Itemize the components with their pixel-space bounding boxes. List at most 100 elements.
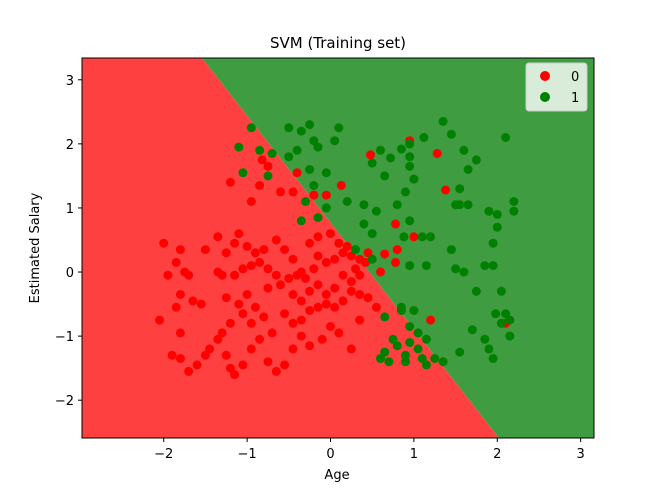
x-tick-label: 2 bbox=[493, 447, 501, 462]
y-tick-label: 2 bbox=[66, 138, 74, 153]
x-axis-ticks: −2 −1 0 1 2 3 bbox=[154, 438, 585, 462]
data-point-class-1 bbox=[309, 181, 319, 190]
data-point-class-1 bbox=[501, 309, 511, 319]
data-point-class-0 bbox=[200, 350, 210, 360]
data-point-class-1 bbox=[309, 136, 319, 146]
data-point-class-0 bbox=[361, 257, 370, 267]
y-tick-label: 1 bbox=[66, 202, 74, 217]
data-point-class-1 bbox=[471, 286, 481, 296]
data-point-class-0 bbox=[280, 360, 290, 370]
data-point-class-1 bbox=[438, 116, 448, 126]
data-point-class-1 bbox=[292, 145, 302, 155]
data-point-class-0 bbox=[355, 315, 365, 325]
data-point-class-1 bbox=[455, 347, 465, 357]
data-point-class-0 bbox=[159, 238, 169, 248]
data-point-class-1 bbox=[463, 165, 473, 174]
data-point-class-1 bbox=[421, 360, 431, 370]
data-point-class-0 bbox=[313, 280, 323, 290]
data-point-class-0 bbox=[255, 334, 265, 344]
data-point-class-0 bbox=[246, 261, 256, 271]
data-point-class-0 bbox=[336, 181, 346, 190]
data-point-class-1 bbox=[359, 219, 369, 229]
data-point-class-1 bbox=[234, 142, 244, 152]
x-tick-label: 0 bbox=[326, 447, 334, 462]
data-point-class-0 bbox=[280, 309, 290, 319]
data-point-class-0 bbox=[338, 248, 348, 258]
data-point-class-0 bbox=[242, 290, 252, 299]
data-point-class-1 bbox=[430, 354, 440, 363]
data-point-class-0 bbox=[366, 150, 375, 160]
data-point-class-0 bbox=[225, 318, 235, 328]
data-point-class-1 bbox=[367, 158, 377, 168]
data-point-class-0 bbox=[175, 328, 185, 338]
data-point-class-0 bbox=[321, 257, 331, 267]
data-point-class-0 bbox=[217, 328, 227, 338]
data-point-class-0 bbox=[321, 290, 331, 299]
data-point-class-1 bbox=[384, 357, 394, 367]
data-point-class-0 bbox=[392, 245, 402, 255]
data-point-class-0 bbox=[263, 264, 273, 274]
data-point-class-0 bbox=[242, 241, 252, 251]
data-point-class-1 bbox=[417, 232, 427, 242]
y-tick-label: −1 bbox=[55, 330, 74, 345]
data-point-class-0 bbox=[238, 264, 248, 274]
data-point-class-1 bbox=[263, 171, 273, 181]
data-point-class-1 bbox=[405, 139, 415, 149]
data-point-class-0 bbox=[246, 197, 256, 206]
data-point-class-0 bbox=[271, 235, 281, 245]
data-point-class-0 bbox=[380, 249, 390, 259]
data-point-class-0 bbox=[305, 306, 315, 315]
data-point-class-0 bbox=[250, 248, 260, 258]
data-point-class-0 bbox=[309, 264, 319, 274]
data-point-class-0 bbox=[391, 219, 400, 229]
data-point-class-1 bbox=[401, 357, 410, 367]
data-point-class-0 bbox=[184, 270, 194, 280]
data-point-class-0 bbox=[321, 299, 331, 309]
data-point-class-0 bbox=[276, 280, 285, 290]
data-point-class-1 bbox=[463, 200, 473, 210]
data-point-class-0 bbox=[263, 357, 273, 367]
data-point-class-1 bbox=[313, 213, 323, 223]
data-point-class-1 bbox=[284, 152, 294, 162]
data-point-class-1 bbox=[392, 200, 402, 210]
data-point-class-0 bbox=[346, 277, 356, 287]
data-point-class-0 bbox=[305, 238, 315, 248]
data-point-class-0 bbox=[175, 290, 185, 299]
data-point-class-1 bbox=[451, 264, 461, 274]
data-point-class-0 bbox=[257, 155, 267, 165]
data-point-class-0 bbox=[246, 344, 256, 354]
data-point-class-0 bbox=[326, 322, 335, 331]
data-point-class-0 bbox=[338, 270, 348, 280]
data-point-class-1 bbox=[376, 145, 385, 155]
data-point-class-0 bbox=[155, 315, 165, 325]
data-point-class-1 bbox=[467, 325, 477, 335]
x-axis-label: Age bbox=[324, 468, 349, 483]
data-point-class-1 bbox=[376, 354, 385, 363]
data-point-class-0 bbox=[225, 363, 235, 373]
data-point-class-1 bbox=[405, 216, 415, 226]
data-point-class-1 bbox=[417, 354, 427, 363]
data-point-class-0 bbox=[230, 370, 240, 380]
data-point-class-0 bbox=[426, 315, 436, 325]
y-tick-label: −2 bbox=[55, 394, 74, 409]
data-point-class-0 bbox=[284, 273, 294, 283]
data-point-class-0 bbox=[330, 283, 340, 293]
data-point-class-0 bbox=[288, 187, 298, 197]
data-point-class-0 bbox=[296, 315, 306, 325]
data-point-class-1 bbox=[396, 144, 406, 154]
data-point-class-1 bbox=[255, 145, 265, 155]
data-point-class-1 bbox=[446, 245, 456, 255]
data-point-class-0 bbox=[259, 245, 269, 255]
data-point-class-0 bbox=[301, 273, 310, 283]
data-point-class-1 bbox=[409, 306, 419, 315]
legend-label-class-0: 0 bbox=[571, 70, 579, 85]
data-point-class-1 bbox=[488, 354, 498, 363]
data-point-class-0 bbox=[175, 245, 185, 255]
data-point-class-0 bbox=[167, 350, 177, 360]
data-point-class-0 bbox=[255, 181, 265, 190]
data-point-class-1 bbox=[334, 123, 344, 133]
y-tick-label: 0 bbox=[66, 266, 74, 281]
data-point-class-1 bbox=[405, 161, 415, 171]
data-point-class-0 bbox=[234, 299, 244, 309]
data-point-class-1 bbox=[367, 229, 377, 239]
